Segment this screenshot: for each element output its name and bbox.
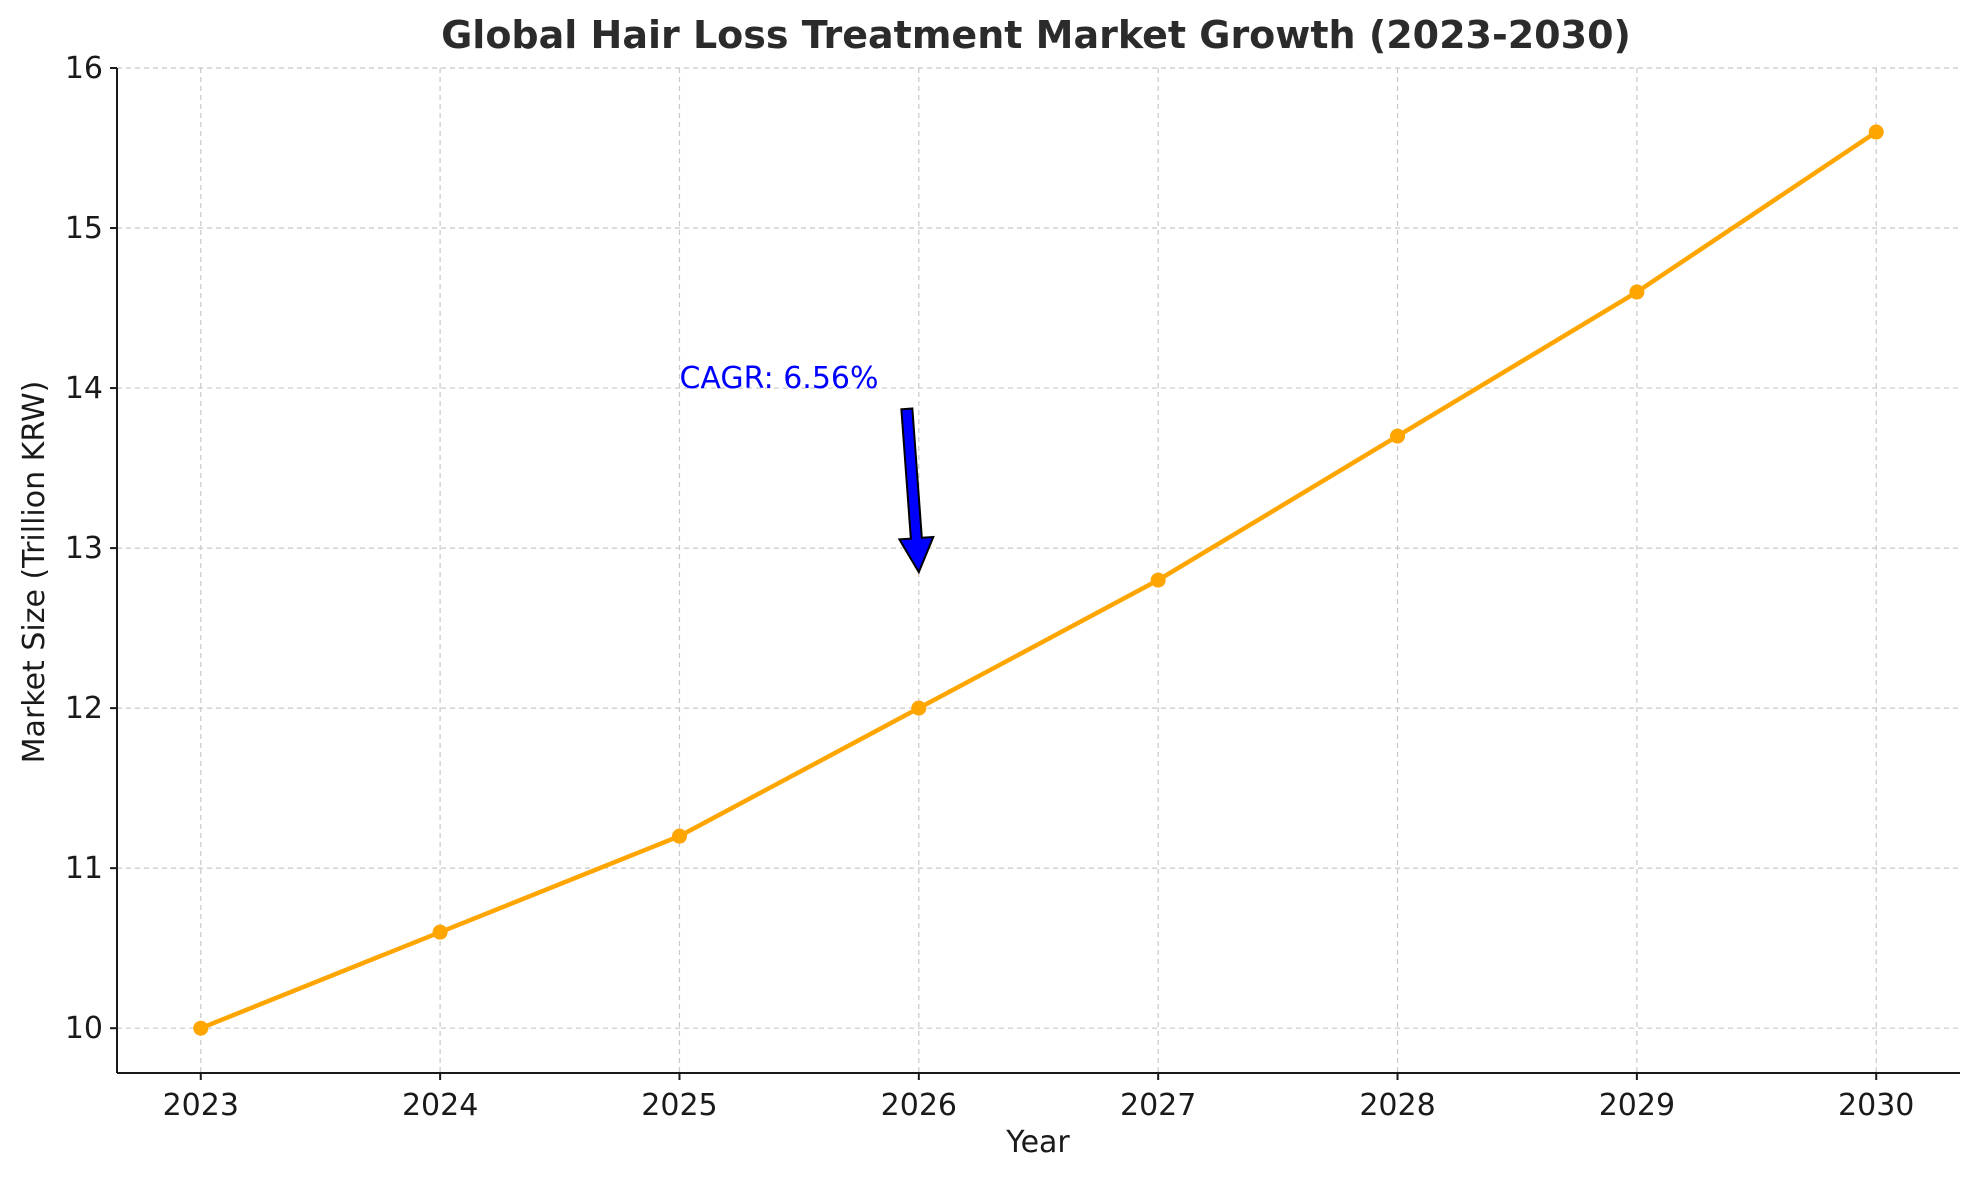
y-tick-label: 15 (65, 211, 103, 246)
series (193, 124, 1884, 1036)
grid-lines (117, 67, 1960, 1073)
series-line (198, 129, 1879, 1031)
data-point (671, 828, 687, 844)
x-tick-label: 2026 (881, 1088, 957, 1123)
y-axis-label: Market Size (Trillion KRW) (17, 381, 52, 764)
data-point (1390, 428, 1406, 444)
data-point (1868, 124, 1884, 140)
x-tick-label: 2030 (1838, 1088, 1914, 1123)
x-tick-label: 2023 (163, 1088, 239, 1123)
annotation-arrow (897, 407, 935, 575)
data-point (432, 924, 448, 940)
y-tick-label: 16 (65, 51, 103, 86)
y-tick-label: 11 (65, 851, 103, 886)
x-tick-label: 2024 (402, 1088, 478, 1123)
x-tick-label: 2029 (1599, 1088, 1675, 1123)
annotation: CAGR: 6.56% (679, 361, 935, 575)
y-tick-label: 13 (65, 531, 103, 566)
y-tick-label: 14 (65, 371, 103, 406)
chart-title: Global Hair Loss Treatment Market Growth… (441, 13, 1631, 57)
x-tick-label: 2028 (1359, 1088, 1435, 1123)
data-point (911, 700, 927, 716)
data-point (193, 1020, 209, 1036)
x-tick-label: 2025 (641, 1088, 717, 1123)
y-tick-label: 10 (65, 1011, 103, 1046)
y-tick-label: 12 (65, 691, 103, 726)
tick-labels: 2023 2024 2025 2026 2027 2028 2029 2030 10 11 12 13… (65, 51, 1915, 1123)
data-point (1150, 572, 1166, 588)
data-point (1629, 284, 1645, 300)
x-tick-label: 2027 (1120, 1088, 1196, 1123)
x-axis-label: Year (1005, 1125, 1070, 1160)
axes (116, 68, 1960, 1074)
annotation-text: CAGR: 6.56% (679, 361, 878, 396)
